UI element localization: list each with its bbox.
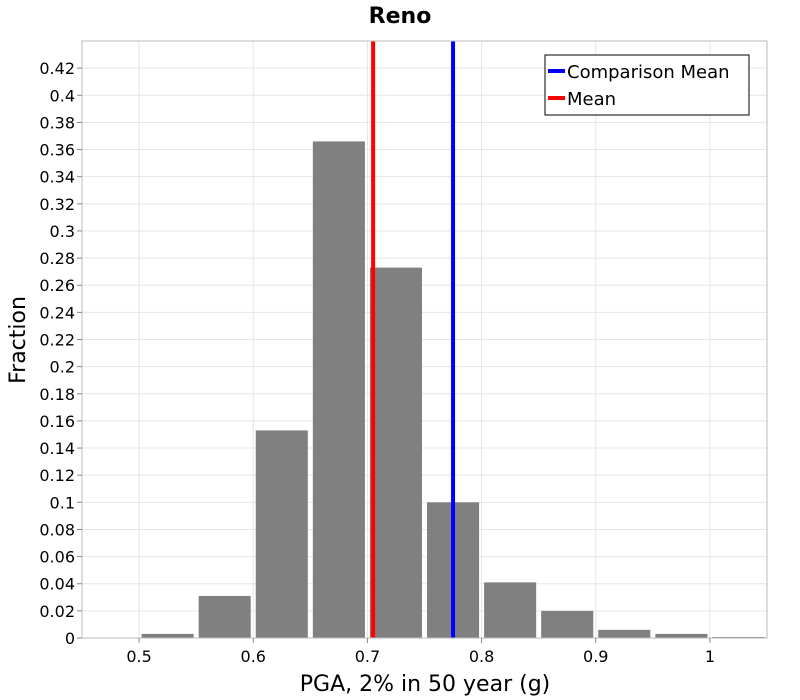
y-tick-label: 0.2 [50, 358, 75, 377]
y-tick-label: 0.38 [39, 113, 75, 132]
legend: Comparison Mean Mean [544, 54, 750, 116]
x-tick-label: 0.6 [241, 647, 266, 666]
histogram-bar-7 [484, 582, 537, 638]
y-tick-label: 0.14 [39, 439, 75, 458]
y-tick-label: 0.22 [39, 331, 75, 350]
y-tick-label: 0.16 [39, 412, 75, 431]
histogram-bar-2 [198, 595, 251, 638]
x-tick-label: 0.5 [126, 647, 151, 666]
x-tick-label: 0.8 [469, 647, 494, 666]
y-tick-label: 0.42 [39, 59, 75, 78]
reference-lines-layer [371, 41, 456, 638]
y-tick-label: 0.32 [39, 195, 75, 214]
histogram-bar-10 [655, 633, 708, 638]
legend-label-comparison-mean: Comparison Mean [567, 62, 730, 83]
y-tick-label: 0.24 [39, 303, 75, 322]
x-axis-label: PGA, 2% in 50 year (g) [300, 672, 551, 697]
x-tick-label: 0.9 [583, 647, 608, 666]
grid-layer [82, 41, 767, 639]
y-axis-ticks: 0 0.02 0.04 0.06 0.08 0.1 0.12 0.14 0.16 0.18 0.2 0… [39, 59, 82, 648]
legend-label-mean: Mean [567, 89, 616, 110]
histogram-bar-5 [369, 267, 422, 638]
histogram-bar-1 [141, 633, 194, 638]
y-tick-label: 0.06 [39, 548, 75, 567]
histogram-bar-9 [598, 629, 651, 638]
y-axis-label: Fraction [6, 296, 31, 384]
x-tick-label: 1 [705, 647, 715, 666]
y-tick-label: 0.1 [50, 493, 75, 512]
y-tick-label: 0.28 [39, 249, 75, 268]
y-tick-label: 0.34 [39, 168, 75, 187]
y-tick-label: 0.4 [50, 86, 75, 105]
histogram-bar-4 [312, 141, 365, 638]
y-tick-label: 0.02 [39, 602, 75, 621]
y-tick-label: 0 [65, 629, 75, 648]
histogram-bar-8 [541, 610, 594, 638]
x-axis-ticks: 0.5 0.6 0.7 0.8 0.9 1 [126, 638, 715, 666]
x-tick-label: 0.7 [355, 647, 380, 666]
y-tick-label: 0.12 [39, 466, 75, 485]
y-tick-label: 0.26 [39, 276, 75, 295]
y-tick-label: 0.36 [39, 141, 75, 160]
y-tick-label: 0.3 [50, 222, 75, 241]
legend-box [544, 54, 750, 116]
histogram-bar-3 [255, 430, 308, 638]
y-tick-label: 0.04 [39, 575, 75, 594]
bars-layer [141, 141, 765, 638]
y-tick-label: 0.08 [39, 520, 75, 539]
y-tick-label: 0.18 [39, 385, 75, 404]
chart-title: Reno [369, 4, 432, 29]
